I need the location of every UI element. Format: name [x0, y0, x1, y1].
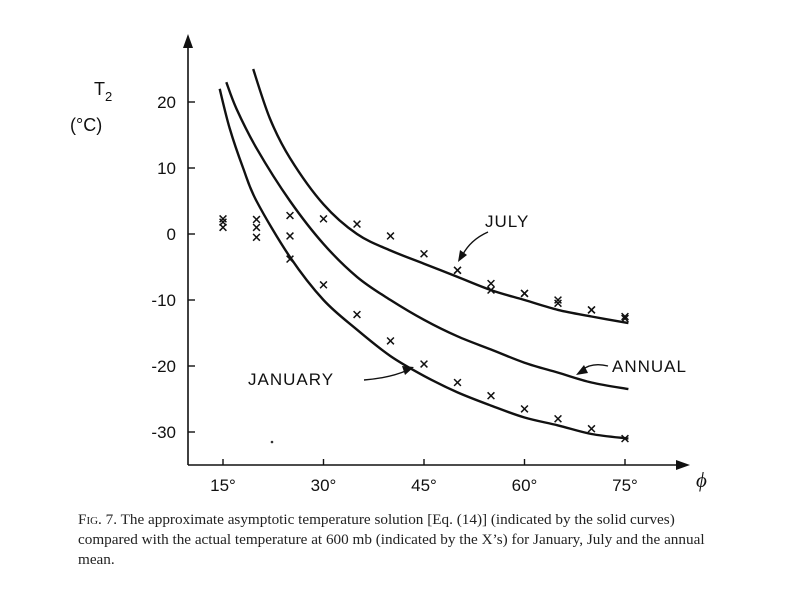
annotation-july: JULY — [485, 212, 529, 231]
curves — [218, 68, 629, 440]
marker-annual — [286, 211, 294, 220]
figure-caption: Fig. 7. The approximate asymptotic tempe… — [78, 510, 718, 570]
marker-january — [353, 310, 361, 319]
marker-annual — [286, 232, 294, 240]
x-tick-label: 75° — [612, 476, 638, 495]
marker-july — [621, 314, 629, 323]
marker-july — [554, 296, 562, 304]
marker-annual — [587, 305, 596, 314]
x-tick-label: 60° — [512, 476, 538, 495]
marker-january — [554, 414, 562, 423]
curve-july — [252, 68, 629, 325]
ticks: 15° 30° 45° 60° 75° 20 10 0 -10 -20 -30 — [151, 93, 637, 495]
marker-annual — [386, 232, 395, 240]
annotations: JULY ANNUAL JANUARY — [248, 212, 687, 389]
marker-annual — [487, 286, 495, 295]
marker-annual — [453, 266, 462, 275]
y-axis-label: T2 — [94, 79, 112, 104]
curve-january — [218, 88, 629, 440]
marker-january — [487, 391, 495, 400]
marker-annual — [621, 312, 629, 321]
axes — [183, 34, 690, 470]
marker-annual — [554, 299, 562, 308]
marker-annual — [252, 223, 261, 232]
annotation-annual: ANNUAL — [612, 357, 687, 376]
markers — [219, 211, 629, 443]
marker-january — [587, 424, 596, 433]
y-tick-label: 10 — [157, 159, 176, 178]
marker-annual — [353, 220, 361, 229]
annotation-annual-arrowhead — [576, 365, 588, 375]
y-axis-units: (°C) — [70, 115, 102, 135]
marker-july — [487, 279, 495, 288]
y-tick-label: -10 — [151, 291, 176, 310]
y-tick-label: -20 — [151, 357, 176, 376]
marker-january — [319, 280, 328, 289]
x-tick-label: 15° — [210, 476, 236, 495]
marker-annual — [252, 215, 261, 224]
marker-annual — [219, 218, 227, 227]
marker-january — [621, 434, 629, 443]
x-tick-label: 30° — [311, 476, 337, 495]
x-axis-arrow — [676, 460, 690, 470]
annotation-january-arrow — [363, 369, 409, 381]
y-tick-label: -30 — [151, 423, 176, 442]
marker-annual — [219, 214, 227, 223]
y-tick-label: 0 — [167, 225, 176, 244]
annotation-july-arrowhead — [458, 250, 467, 262]
x-axis-label: ϕ — [696, 468, 707, 492]
marker-january — [420, 360, 428, 368]
curve-annual — [225, 81, 629, 391]
y-axis-label-subscript: 2 — [105, 89, 112, 104]
marker-annual — [252, 233, 261, 242]
stray-dot — [270, 440, 274, 444]
marker-annual — [420, 249, 428, 258]
marker-annual — [319, 214, 328, 223]
marker-annual — [520, 289, 529, 298]
marker-january — [286, 255, 294, 264]
chart: T2 (°C) ϕ 15° 30° 45° 60° 75°20100-10-20-30 … — [70, 34, 707, 495]
x-tick-label: 45° — [411, 476, 437, 495]
caption-lead: Fig. 7. — [78, 511, 118, 528]
y-axis-title: T2 (°C) — [70, 79, 112, 135]
marker-january — [453, 378, 462, 387]
marker-january — [386, 336, 395, 345]
caption-text: The approximate asymptotic temperature s… — [78, 511, 705, 568]
y-tick-label: 20 — [157, 93, 176, 112]
annotation-january: JANUARY — [248, 370, 334, 389]
y-axis-arrow — [183, 34, 193, 48]
marker-january — [520, 404, 529, 413]
annotation-january-arrowhead — [402, 366, 414, 375]
annotation-july-arrow — [461, 231, 489, 257]
